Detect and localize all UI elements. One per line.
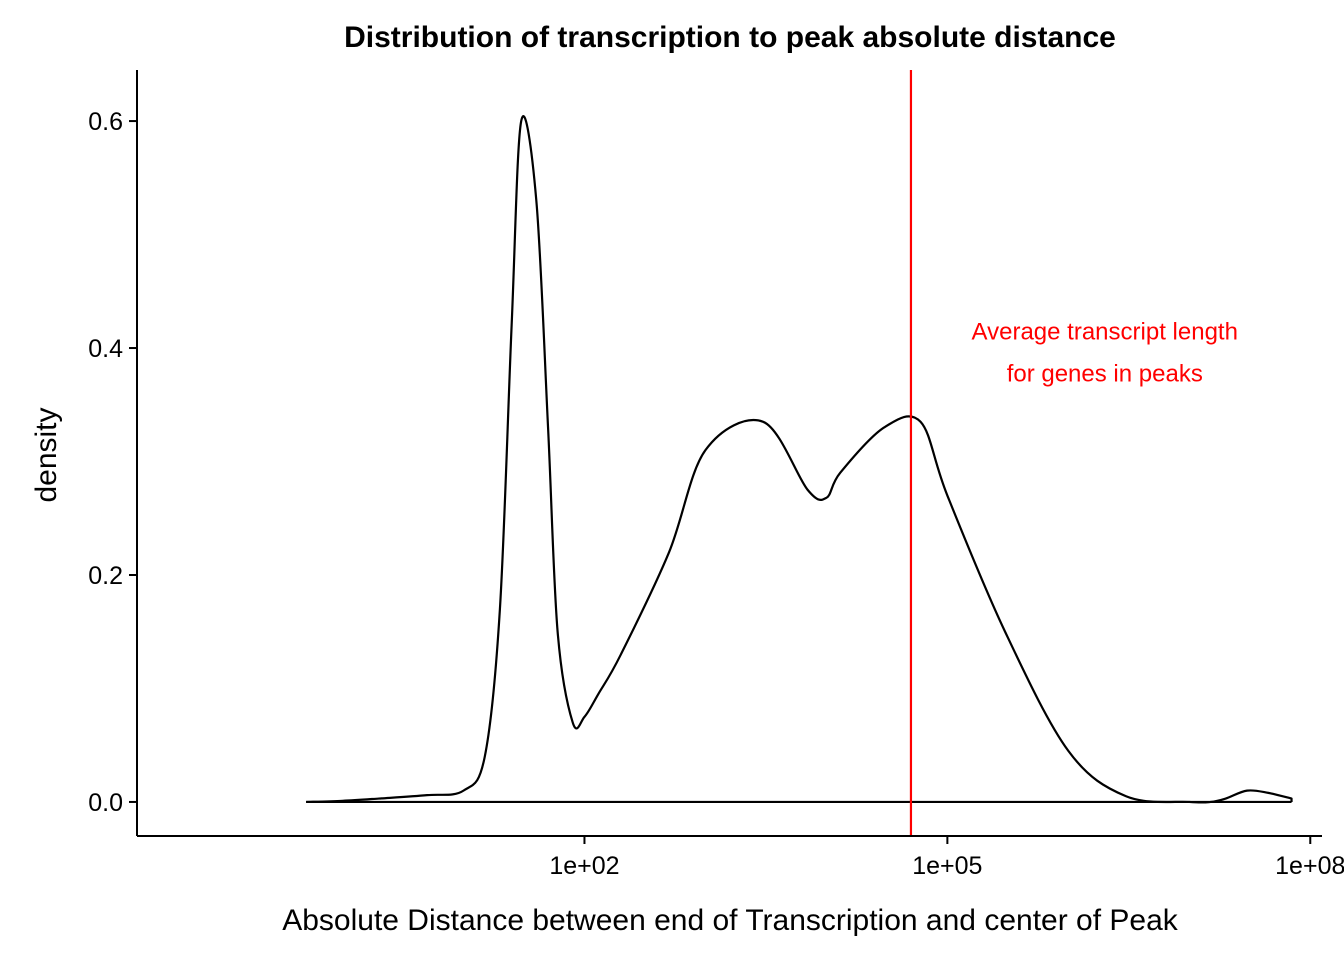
annotation-line-2: for genes in peaks [1007, 361, 1203, 388]
y-tick-label: 0.2 [88, 562, 123, 590]
y-axis: 0.0 0.2 0.4 0.6 [88, 108, 137, 817]
y-tick-label: 0.6 [88, 108, 123, 136]
annotation-line-1: Average transcript length [972, 319, 1238, 346]
y-tick-label: 0.4 [88, 335, 123, 363]
x-tick-label: 1e+02 [549, 852, 619, 880]
vline-annotation: Average transcript length for genes in p… [972, 319, 1238, 388]
plot-area [306, 70, 1293, 836]
y-tick-label: 0.0 [88, 789, 123, 817]
x-tick-label: 1e+05 [912, 852, 982, 880]
x-axis-title: Absolute Distance between end of Transcr… [282, 904, 1179, 937]
chart-title: Distribution of transcription to peak ab… [344, 21, 1116, 54]
y-axis-title: density [30, 407, 63, 502]
density-curve [306, 115, 1293, 804]
x-tick-label: 1e+08 [1275, 852, 1344, 880]
x-axis: 1e+02 1e+05 1e+08 [549, 836, 1344, 880]
